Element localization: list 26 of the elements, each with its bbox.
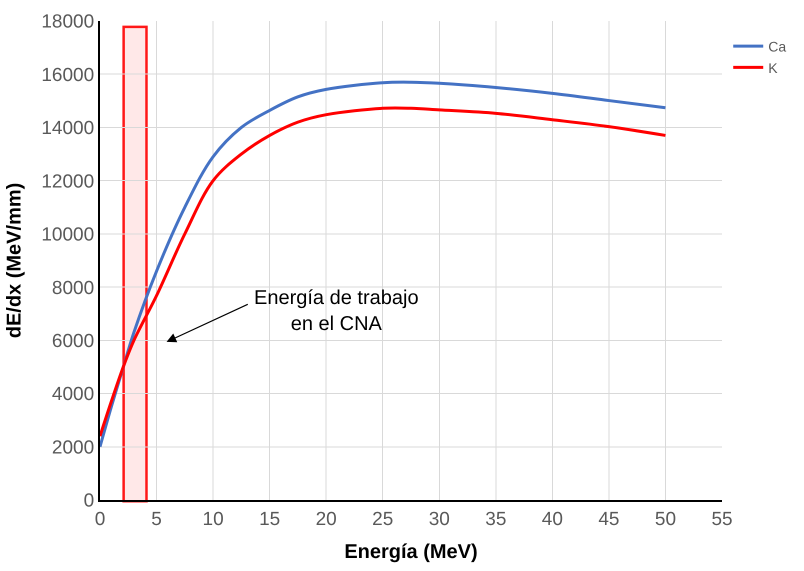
- x-tick-label: 5: [151, 508, 162, 530]
- x-axis-title: Energía (MeV): [344, 540, 478, 563]
- y-tick-label: 18000: [41, 12, 94, 33]
- x-tick-label: 20: [316, 508, 337, 530]
- x-tick-label: 25: [372, 508, 394, 530]
- y-tick-label: 2000: [52, 437, 94, 458]
- legend-label: K: [768, 60, 778, 76]
- y-tick-label: 14000: [41, 118, 94, 140]
- y-tick-label: 12000: [41, 171, 94, 192]
- y-tick-label: 4000: [52, 384, 94, 406]
- x-tick-label: 40: [542, 508, 563, 530]
- y-tick-label: 10000: [41, 224, 94, 246]
- y-axis-title: dE/dx (MeV/mm): [3, 182, 26, 338]
- x-tick-label: 30: [428, 508, 450, 530]
- y-tick-label: 16000: [41, 64, 94, 86]
- x-tick-label: 35: [485, 508, 506, 530]
- annotation: Energía de trabajo en el CNA: [254, 287, 419, 335]
- y-tick-label: 6000: [52, 330, 94, 352]
- y-tick-label: 0: [84, 490, 94, 512]
- x-tick-label: 45: [598, 508, 620, 530]
- y-tick-label: 8000: [52, 278, 94, 299]
- x-tick-label: 50: [654, 508, 676, 530]
- legend-label: Ca: [768, 38, 786, 55]
- x-tick-label: 10: [202, 508, 224, 530]
- x-tick-label: 15: [259, 508, 280, 530]
- x-tick-label: 55: [711, 508, 733, 530]
